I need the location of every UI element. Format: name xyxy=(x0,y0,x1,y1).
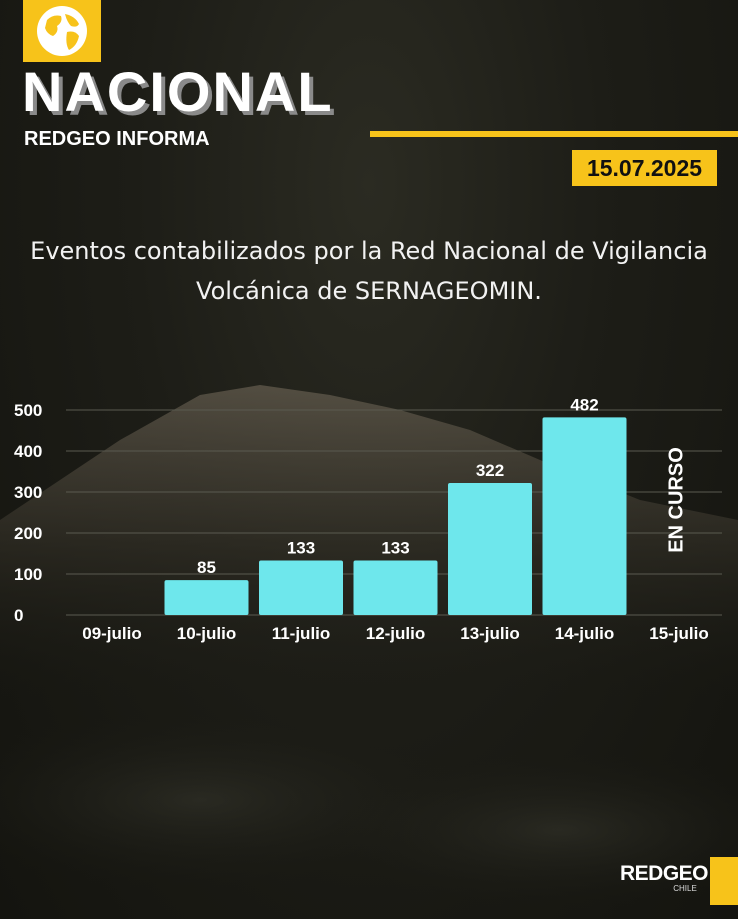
data-label: 133 xyxy=(381,538,409,557)
x-tick-label: 09-julio xyxy=(82,624,142,643)
data-label: 482 xyxy=(570,395,598,414)
section-subtitle: REDGEO INFORMA xyxy=(24,128,210,150)
x-tick-label: 13-julio xyxy=(460,624,520,643)
x-tick-label: 11-julio xyxy=(272,624,331,643)
y-tick-label: 300 xyxy=(14,483,42,502)
header-divider xyxy=(370,131,738,137)
in-progress-annotation: EN CURSO xyxy=(665,447,687,553)
brand-name: REDGEO xyxy=(620,862,709,885)
chart-description: Eventos contabilizados por la Red Nacion… xyxy=(30,237,708,305)
x-tick-label: 15-julio xyxy=(649,624,709,643)
brand-accent-square xyxy=(710,857,738,905)
y-tick-label: 100 xyxy=(14,565,42,584)
y-tick-label: 200 xyxy=(14,524,42,543)
bar xyxy=(353,560,438,615)
brand-country: CHILE xyxy=(673,884,697,893)
x-tick-label: 10-julio xyxy=(177,624,237,643)
bar xyxy=(448,482,532,615)
y-tick-label: 0 xyxy=(14,606,23,625)
data-label: 133 xyxy=(287,538,315,557)
logo-badge xyxy=(23,0,101,62)
y-tick-label: 500 xyxy=(14,401,42,420)
bar xyxy=(259,560,343,615)
globe-icon xyxy=(37,6,87,56)
date-badge: 15.07.2025 xyxy=(572,150,717,186)
bar-chart: 0 100 200 300 400 500 09-julio 85 10-julio 133 11-… xyxy=(14,395,722,643)
x-tick-label: 12-julio xyxy=(366,624,426,643)
y-tick-label: 400 xyxy=(14,442,42,461)
bar xyxy=(164,580,249,615)
section-title: NACIONAL xyxy=(22,60,334,123)
bar xyxy=(542,417,627,615)
x-tick-label: 14-julio xyxy=(555,624,615,643)
brand-logo: REDGEO CHILE xyxy=(620,862,709,893)
data-label: 85 xyxy=(197,558,216,577)
data-label: 322 xyxy=(476,461,504,480)
